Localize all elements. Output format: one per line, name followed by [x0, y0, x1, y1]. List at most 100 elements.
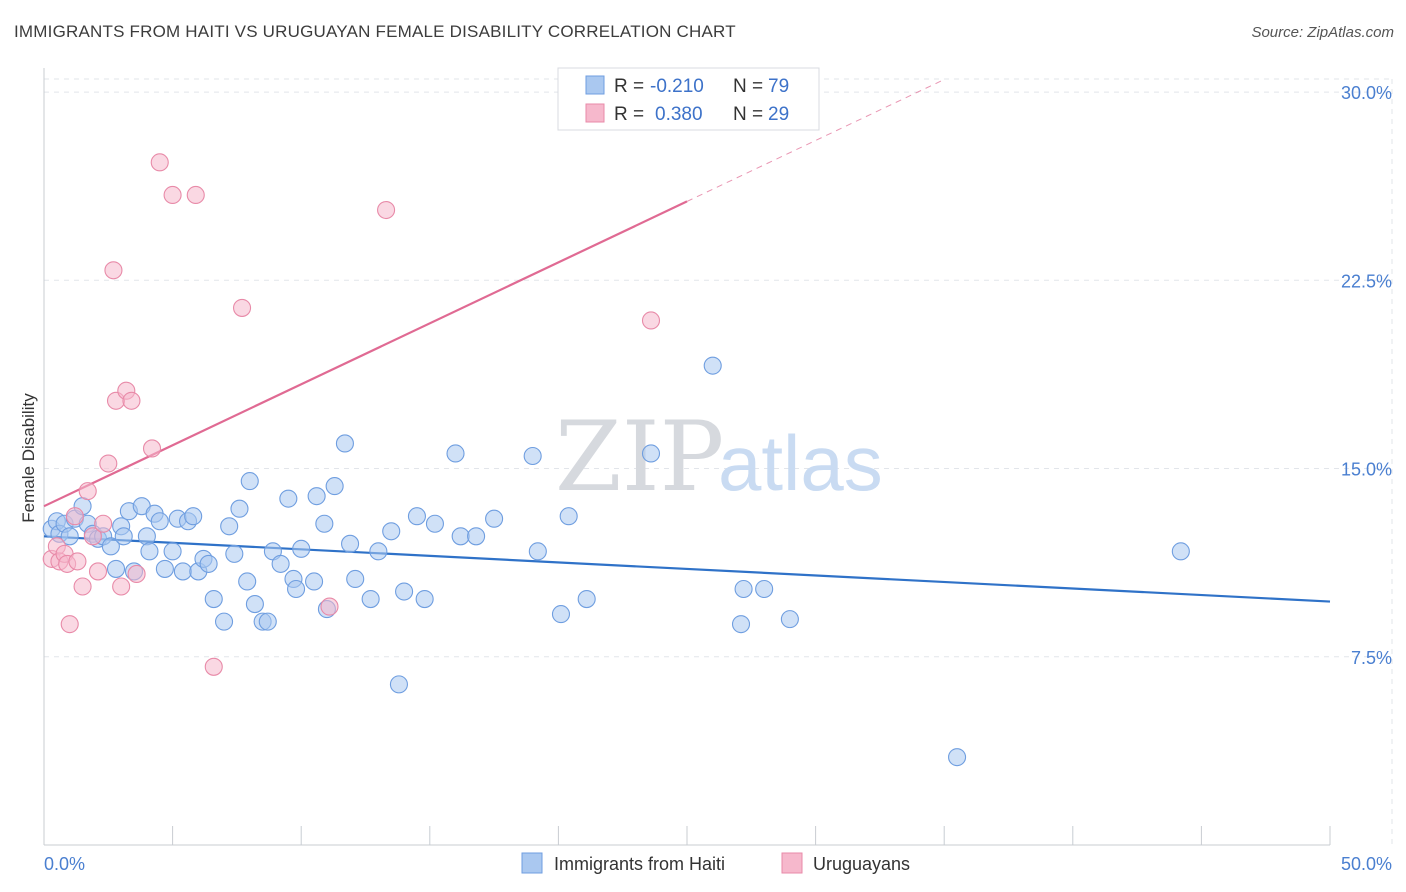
haiti-point: [369, 542, 388, 561]
legend-r-value-uruguayans: 0.380: [655, 104, 703, 125]
uruguayans-point: [204, 657, 223, 676]
haiti-point: [307, 487, 326, 506]
watermark: ZIP atlas: [555, 401, 883, 513]
haiti-point: [279, 489, 298, 508]
haiti-point: [184, 507, 203, 526]
axes: [43, 68, 1331, 846]
series-legend: Immigrants from Haiti Uruguayans: [521, 852, 910, 874]
haiti-point: [114, 527, 133, 546]
haiti-point: [467, 527, 486, 546]
haiti-point: [173, 562, 192, 581]
haiti-point: [1171, 542, 1190, 561]
legend-swatch-uruguayans: [585, 103, 605, 123]
series-label-haiti: Immigrants from Haiti: [554, 854, 725, 874]
legend-swatch-haiti: [585, 75, 605, 95]
haiti-point: [451, 527, 470, 546]
uruguayans-point: [122, 391, 141, 410]
haiti-point: [523, 446, 542, 466]
haiti-point: [780, 610, 799, 629]
uruguayans-point: [127, 564, 146, 583]
haiti-point: [446, 444, 465, 463]
haiti-point: [101, 537, 120, 556]
haiti-point: [734, 579, 753, 599]
haiti-point: [559, 507, 578, 526]
uruguayans-point: [377, 200, 396, 220]
uruguayans-point: [104, 261, 123, 280]
series-swatch-uruguayans: [781, 852, 803, 874]
x-tick-labels: 0.0% 50.0%: [44, 854, 1392, 874]
uruguayans-point: [78, 482, 97, 501]
haiti-point: [577, 589, 596, 609]
uruguayans-point: [65, 507, 84, 526]
data-points: [42, 153, 1190, 767]
legend-n-value-uruguayans: 29: [768, 104, 789, 125]
uruguayans-point: [88, 562, 108, 581]
uruguayans-point: [232, 298, 252, 317]
haiti-point: [361, 589, 380, 609]
haiti-point: [948, 748, 967, 767]
legend-n-label-haiti: N =: [733, 76, 763, 97]
haiti-point: [137, 527, 156, 546]
haiti-point: [305, 572, 324, 591]
y-tick-label: 30.0%: [1341, 83, 1392, 103]
legend-n-label-uruguayans: N =: [733, 104, 763, 125]
haiti-point: [395, 582, 414, 601]
watermark-atlas: atlas: [718, 419, 883, 507]
haiti-point: [703, 356, 722, 375]
haiti-point: [271, 554, 290, 573]
x-tick-label-min: 0.0%: [44, 854, 85, 874]
series-label-uruguayans: Uruguayans: [813, 854, 910, 874]
haiti-point: [415, 589, 434, 609]
haiti-point: [230, 499, 249, 518]
x-tick-label-max: 50.0%: [1341, 854, 1392, 874]
haiti-point: [225, 544, 244, 563]
haiti-point: [287, 579, 306, 599]
series-swatch-haiti: [521, 852, 543, 874]
haiti-point: [346, 569, 365, 589]
uruguayans-point: [186, 185, 205, 205]
haiti-point: [150, 512, 169, 531]
legend-r-label-uruguayans: R =: [614, 104, 644, 125]
haiti-point: [240, 472, 259, 491]
uruguayans-point: [142, 439, 162, 458]
haiti-point: [325, 477, 344, 496]
legend-r-label-haiti: R =: [614, 76, 644, 97]
uruguayans-point: [163, 185, 182, 205]
haiti-point: [106, 559, 126, 578]
trend-line-haiti: [43, 535, 1331, 603]
source-credit: Source: ZipAtlas.com: [1251, 24, 1394, 41]
chart-title: IMMIGRANTS FROM HAITI VS URUGUAYAN FEMAL…: [14, 22, 736, 41]
haiti-point: [485, 509, 504, 528]
haiti-point: [335, 434, 354, 453]
watermark-zip: ZIP: [555, 401, 724, 513]
legend: R = -0.210 N = 79 R = 0.380 N = 29: [557, 67, 820, 131]
haiti-point: [731, 615, 751, 634]
uruguayans-point: [83, 527, 102, 546]
haiti-point: [382, 522, 401, 541]
haiti-point: [389, 675, 408, 694]
haiti-point: [214, 612, 234, 631]
legend-r-value-haiti: -0.210: [650, 76, 704, 97]
haiti-point: [163, 542, 182, 561]
uruguayans-point: [641, 311, 661, 330]
haiti-point: [199, 554, 218, 573]
haiti-point: [641, 444, 661, 463]
haiti-point: [140, 542, 159, 561]
legend-n-value-haiti: 79: [768, 76, 789, 97]
trend-line-extension-uruguayans: [686, 79, 945, 202]
y-tick-label: 22.5%: [1341, 271, 1392, 291]
haiti-point: [315, 514, 334, 533]
haiti-point: [292, 539, 311, 558]
haiti-point: [425, 514, 444, 533]
haiti-point: [755, 579, 774, 599]
haiti-point: [204, 589, 223, 609]
uruguayans-point: [73, 577, 92, 596]
haiti-point: [407, 507, 426, 526]
uruguayans-point: [60, 615, 79, 634]
y-axis-label: Female Disability: [19, 393, 38, 523]
haiti-point: [341, 534, 360, 553]
uruguayans-point: [112, 577, 131, 596]
y-tick-labels: 7.5% 15.0% 22.5% 30.0%: [1341, 83, 1392, 668]
haiti-point: [245, 595, 264, 614]
